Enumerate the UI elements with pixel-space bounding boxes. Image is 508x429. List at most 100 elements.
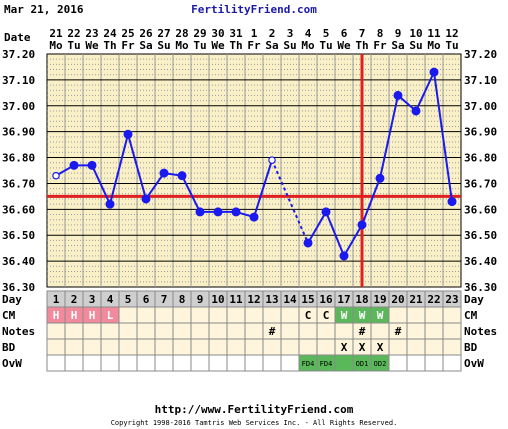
- cm-cell: [406, 306, 426, 324]
- notes-cell: [46, 322, 66, 340]
- temperature-point: [429, 67, 439, 77]
- weekday-label: Su: [283, 39, 296, 52]
- cycle-day-cell-text: 16: [319, 293, 333, 306]
- temperature-point: [213, 207, 223, 217]
- cycle-day-cell-text: 18: [355, 293, 368, 306]
- temperature-line: [415, 71, 435, 112]
- notes-cell: [190, 322, 210, 340]
- temperature-line: [145, 172, 165, 200]
- weekday-label: Mo: [427, 39, 441, 52]
- bd-cell: [118, 338, 138, 356]
- notes-cell-text: #: [269, 325, 276, 338]
- ovw-cell: [190, 354, 210, 372]
- cycle-day-cell-text: 4: [107, 293, 114, 306]
- row-label: Day: [2, 293, 22, 306]
- weekday-label: Su: [157, 39, 170, 52]
- temperature-point: [447, 197, 457, 207]
- date-label: 30: [211, 27, 224, 40]
- temperature-point: [411, 106, 421, 116]
- bd-cell: [244, 338, 264, 356]
- date-label: 29: [193, 27, 206, 40]
- cm-cell: [262, 306, 282, 324]
- temperature-line: [181, 175, 201, 213]
- bd-cell: [316, 338, 336, 356]
- notes-cell: [298, 322, 318, 340]
- bd-cell: [406, 338, 426, 356]
- date-label: 9: [395, 27, 402, 40]
- bd-cell-text: X: [341, 341, 348, 354]
- ovw-cell: [442, 354, 462, 372]
- date-label: 22: [67, 27, 80, 40]
- date-label: 25: [121, 27, 134, 40]
- ovw-cell: [136, 354, 156, 372]
- bd-cell: [424, 338, 444, 356]
- cycle-day-cell-text: 3: [89, 293, 96, 306]
- temperature-line: [433, 71, 453, 202]
- notes-cell: [370, 322, 390, 340]
- cm-cell-fertile-text: W: [341, 309, 348, 322]
- date-label: 1: [251, 27, 258, 40]
- y-tick-label-right: 36.90: [464, 126, 497, 139]
- cm-cell-menses-text: L: [107, 309, 114, 322]
- y-tick-label-right: 36.50: [464, 229, 497, 242]
- bd-cell: [298, 338, 318, 356]
- cm-cell: [388, 306, 408, 324]
- cycle-day-cell-text: 17: [337, 293, 350, 306]
- temperature-line: [379, 95, 399, 179]
- ovw-cell: [208, 354, 228, 372]
- row-label-right: BD: [464, 341, 478, 354]
- notes-cell: [406, 322, 426, 340]
- bd-cell-text: X: [359, 341, 366, 354]
- ovw-cell-text: OD2: [374, 360, 387, 368]
- weekday-label: We: [85, 39, 99, 52]
- cycle-day-cell-text: 8: [179, 293, 186, 306]
- date-label: 2: [269, 27, 276, 40]
- ovw-cell: [226, 354, 246, 372]
- bd-cell: [262, 338, 282, 356]
- y-tick-label-left: 36.30: [2, 281, 35, 294]
- temperature-point: [249, 212, 259, 222]
- temperature-line: [307, 211, 327, 244]
- chart-marks: 21Mo22Tu23We24Th25Fr26Sa27Su28Mo29Tu30We…: [2, 27, 497, 372]
- notes-cell: [334, 322, 354, 340]
- ovw-cell: [280, 354, 300, 372]
- cycle-day-cell-text: 7: [161, 293, 168, 306]
- temperature-point: [105, 199, 115, 209]
- date-row-label: Date: [4, 31, 31, 44]
- y-tick-label-left: 37.10: [2, 74, 35, 87]
- weekday-label: Mo: [49, 39, 63, 52]
- temperature-point: [87, 160, 97, 170]
- weekday-label: Tu: [445, 39, 458, 52]
- cycle-day-cell-text: 22: [427, 293, 440, 306]
- notes-cell: [154, 322, 174, 340]
- bd-cell: [82, 338, 102, 356]
- y-tick-label-left: 37.20: [2, 48, 35, 61]
- cycle-day-cell-text: 21: [409, 293, 423, 306]
- cycle-day-cell-text: 13: [265, 293, 278, 306]
- date-label: 4: [305, 27, 312, 40]
- row-label: CM: [2, 309, 16, 322]
- cm-cell-fertile-text: W: [377, 309, 384, 322]
- cycle-day-cell-text: 23: [445, 293, 458, 306]
- ovw-cell: [46, 354, 66, 372]
- cm-cell: [118, 306, 138, 324]
- temperature-point-open: [268, 156, 276, 164]
- bd-cell: [208, 338, 228, 356]
- notes-cell: [64, 322, 84, 340]
- bd-cell: [388, 338, 408, 356]
- y-tick-label-left: 36.60: [2, 203, 35, 216]
- row-label-right: Notes: [464, 325, 497, 338]
- bd-cell: [172, 338, 192, 356]
- notes-cell: [442, 322, 462, 340]
- cm-cell: [190, 306, 210, 324]
- notes-cell: [424, 322, 444, 340]
- cycle-day-cell-text: 19: [373, 293, 386, 306]
- bd-cell: [442, 338, 462, 356]
- temperature-point: [339, 251, 349, 261]
- notes-cell: [118, 322, 138, 340]
- bd-cell: [100, 338, 120, 356]
- temperature-line: [343, 224, 363, 257]
- weekday-label: Su: [409, 39, 422, 52]
- notes-cell-text: #: [395, 325, 402, 338]
- bd-cell: [46, 338, 66, 356]
